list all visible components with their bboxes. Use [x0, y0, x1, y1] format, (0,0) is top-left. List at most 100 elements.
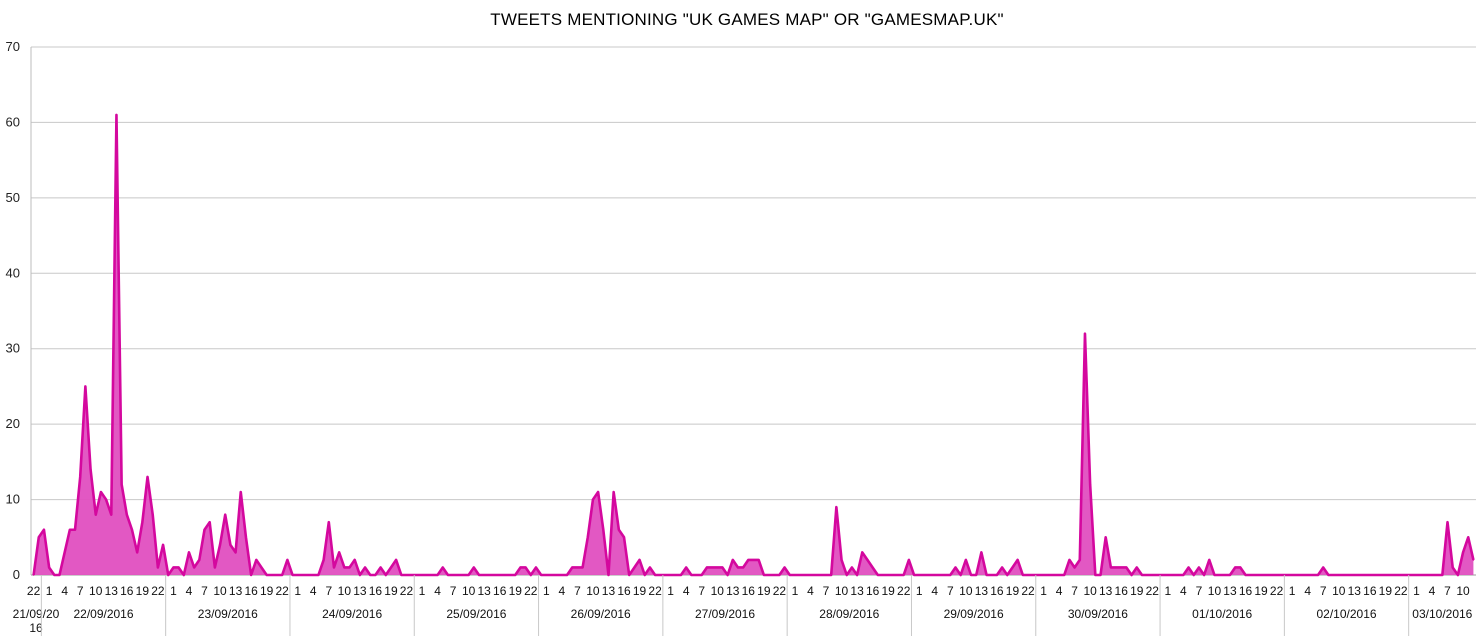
- x-tick-label: 22: [1021, 584, 1035, 598]
- y-tick-label: 40: [6, 265, 20, 280]
- data-point: [1208, 559, 1211, 561]
- data-point: [545, 574, 548, 576]
- x-tick-label: 13: [1223, 584, 1237, 598]
- x-tick-label: 7: [450, 584, 457, 598]
- data-point: [353, 559, 356, 561]
- x-tick-label: 22: [27, 584, 41, 598]
- y-tick-label: 60: [6, 114, 20, 129]
- data-point: [1306, 574, 1309, 576]
- data-point: [214, 566, 216, 569]
- x-tick-label: 16: [369, 584, 383, 598]
- data-point: [882, 574, 884, 576]
- data-point: [1198, 566, 1200, 569]
- date-label: 29/09/2016: [944, 607, 1004, 621]
- data-point: [1125, 566, 1128, 569]
- data-point: [902, 574, 905, 576]
- data-point: [1089, 483, 1091, 486]
- data-point: [990, 574, 993, 576]
- x-tick-label: 16: [742, 584, 756, 598]
- x-tick-label: 10: [89, 584, 103, 598]
- data-point: [887, 574, 889, 576]
- x-tick-label: 10: [1208, 584, 1222, 598]
- x-tick-label: 10: [1332, 584, 1346, 598]
- x-tick-label: 13: [726, 584, 740, 598]
- data-point: [519, 566, 522, 569]
- data-point: [1462, 551, 1464, 554]
- data-point: [1177, 574, 1179, 576]
- data-point: [1451, 566, 1454, 569]
- date-label: 24/09/2016: [322, 607, 382, 621]
- x-tick-label: 10: [338, 584, 352, 598]
- data-point: [752, 559, 755, 561]
- data-point: [483, 574, 485, 576]
- data-point: [172, 566, 175, 569]
- data-point: [928, 574, 931, 576]
- data-point: [1110, 566, 1112, 569]
- x-tick-label: 4: [310, 584, 317, 598]
- x-tick-label: 16: [1115, 584, 1129, 598]
- data-point: [126, 513, 128, 516]
- data-point: [265, 574, 268, 576]
- data-point: [426, 574, 429, 576]
- data-point: [151, 513, 154, 516]
- data-point: [1135, 566, 1138, 569]
- y-tick-label: 20: [6, 416, 20, 431]
- data-point: [996, 574, 998, 576]
- data-point: [535, 566, 537, 569]
- x-tick-label: 19: [1006, 584, 1020, 598]
- data-point: [348, 566, 351, 569]
- data-point: [182, 574, 185, 576]
- data-point: [146, 476, 149, 478]
- date-label: 25/09/2016: [446, 607, 506, 621]
- data-point: [675, 574, 677, 576]
- data-point: [1337, 574, 1340, 576]
- data-point: [208, 521, 211, 523]
- data-point: [84, 385, 87, 388]
- data-point: [369, 574, 372, 576]
- date-label: 16: [29, 621, 43, 635]
- x-tick-label: 22: [524, 584, 538, 598]
- x-tick-label: 13: [105, 584, 119, 598]
- data-point: [1037, 574, 1040, 576]
- data-point: [1161, 574, 1164, 576]
- x-tick-label: 7: [823, 584, 830, 598]
- data-point: [63, 551, 66, 554]
- data-point: [219, 544, 221, 546]
- x-tick-label: 22: [276, 584, 290, 598]
- data-point: [1099, 574, 1102, 576]
- data-point: [706, 566, 708, 569]
- x-tick-label: 10: [711, 584, 725, 598]
- x-tick-label: 7: [201, 584, 208, 598]
- x-tick-label: 13: [478, 584, 492, 598]
- x-tick-label: 4: [186, 584, 193, 598]
- x-tick-label: 10: [835, 584, 849, 598]
- data-point: [680, 574, 682, 576]
- data-point: [1291, 574, 1293, 576]
- x-tick-label: 4: [434, 584, 441, 598]
- data-point: [286, 559, 289, 561]
- data-point: [659, 574, 662, 576]
- data-point: [980, 551, 983, 554]
- x-tick-label: 22: [773, 584, 787, 598]
- data-point: [188, 551, 190, 554]
- data-point: [1203, 574, 1205, 576]
- data-point: [1249, 574, 1252, 576]
- data-point: [778, 574, 781, 576]
- data-point: [711, 566, 713, 569]
- data-point: [105, 498, 107, 501]
- x-tick-label: 1: [170, 584, 177, 598]
- data-point: [788, 574, 791, 576]
- x-tick-label: 13: [975, 584, 989, 598]
- x-tick-label: 16: [120, 584, 134, 598]
- data-point: [1182, 574, 1185, 576]
- data-point: [32, 574, 35, 576]
- data-point: [918, 574, 921, 576]
- date-label: 03/10/2016: [1412, 607, 1472, 621]
- data-point: [1327, 574, 1330, 576]
- data-point: [452, 574, 454, 576]
- data-point: [1047, 574, 1050, 576]
- data-point: [400, 574, 403, 576]
- data-point: [141, 521, 144, 523]
- x-tick-label: 19: [881, 584, 895, 598]
- data-point: [1436, 574, 1438, 576]
